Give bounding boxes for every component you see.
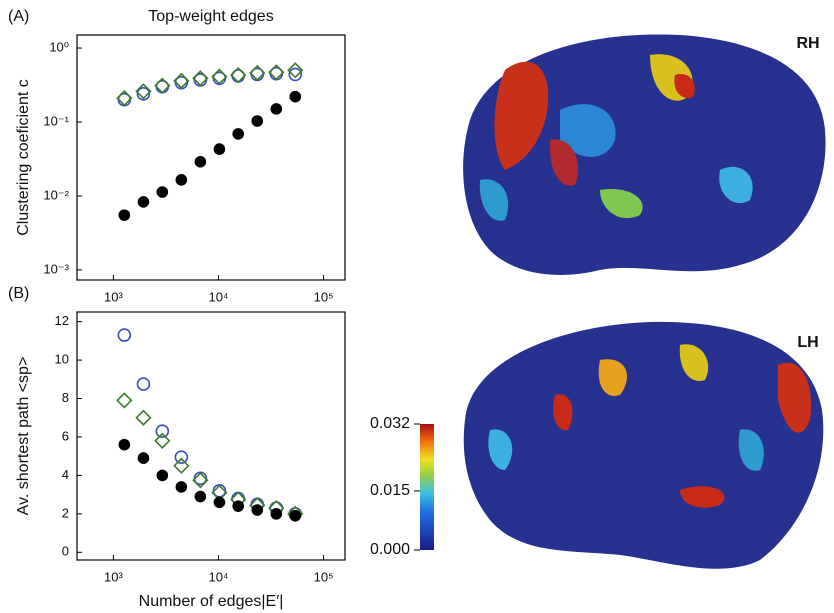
y-tick-label: 10⁻² bbox=[43, 187, 69, 202]
circle-marker bbox=[137, 196, 150, 208]
y-tick-label: 10⁻³ bbox=[43, 261, 69, 276]
circle-marker bbox=[118, 209, 131, 221]
y-tick-label: 6 bbox=[62, 428, 69, 443]
circle-marker bbox=[136, 87, 151, 101]
circle-marker bbox=[194, 490, 207, 503]
x-tick-label: 10³ bbox=[104, 289, 123, 304]
x-tick-label: 10⁴ bbox=[208, 569, 228, 584]
circle-marker bbox=[118, 438, 131, 451]
x-axis-label: Number of edges|E′| bbox=[139, 593, 284, 610]
hemisphere-label: RH bbox=[796, 35, 819, 52]
circle-marker bbox=[137, 452, 150, 464]
circle-marker bbox=[289, 90, 302, 103]
circle-marker bbox=[194, 155, 207, 168]
circle-marker bbox=[288, 67, 303, 82]
y-axis-label: Av. shortest path <sp> bbox=[15, 357, 32, 516]
diamond-marker bbox=[154, 432, 171, 449]
diamond-marker bbox=[173, 457, 190, 474]
y-tick-label: 10⁰ bbox=[49, 39, 69, 54]
x-tick-label: 10⁴ bbox=[208, 289, 228, 304]
colorbar-tick-label: 0.000 bbox=[370, 541, 410, 558]
diamond-marker bbox=[192, 70, 209, 87]
diamond-marker bbox=[116, 90, 133, 107]
colorbar-tick-label: 0.015 bbox=[370, 482, 410, 499]
circle-marker bbox=[289, 509, 302, 522]
circle-marker bbox=[156, 469, 169, 482]
circle-marker bbox=[232, 500, 244, 512]
circle-marker bbox=[175, 481, 188, 493]
y-axis-label: Clustering coeficient c bbox=[15, 79, 32, 236]
y-tick-label: 0 bbox=[62, 544, 69, 559]
brain-lh bbox=[463, 321, 824, 569]
diamond-marker bbox=[287, 62, 304, 79]
panel-label: (A) bbox=[8, 8, 29, 25]
y-tick-label: 2 bbox=[62, 505, 69, 520]
circle-marker bbox=[174, 450, 189, 464]
diamond-marker bbox=[192, 472, 209, 489]
circle-marker bbox=[251, 504, 264, 516]
y-tick-label: 10 bbox=[55, 351, 69, 366]
circle-marker bbox=[175, 174, 188, 186]
circle-marker bbox=[270, 508, 283, 520]
circle-marker bbox=[213, 496, 226, 509]
circle-marker bbox=[136, 377, 151, 391]
x-tick-label: 10³ bbox=[104, 569, 123, 584]
y-tick-label: 10⁻¹ bbox=[43, 113, 69, 128]
diamond-marker bbox=[135, 83, 152, 100]
y-tick-label: 8 bbox=[62, 390, 69, 405]
x-tick-label: 10⁵ bbox=[314, 569, 334, 584]
chart-title: Top-weight edges bbox=[148, 8, 273, 25]
panel-label: (B) bbox=[8, 285, 29, 302]
circle-marker bbox=[155, 424, 170, 438]
plot-frame bbox=[76, 34, 346, 281]
y-tick-label: 12 bbox=[55, 313, 69, 328]
circle-marker bbox=[156, 186, 169, 198]
circle-marker bbox=[232, 128, 244, 140]
circle-marker bbox=[251, 115, 264, 127]
circle-marker bbox=[213, 143, 226, 155]
colorbar bbox=[420, 424, 434, 550]
diamond-marker bbox=[173, 72, 190, 89]
brain-rh bbox=[463, 34, 826, 275]
y-tick-label: 4 bbox=[62, 467, 69, 482]
diamond-marker bbox=[154, 77, 171, 94]
x-tick-label: 10⁵ bbox=[314, 289, 334, 304]
plot-frame bbox=[76, 311, 346, 561]
diamond-marker bbox=[211, 68, 228, 85]
diamond-marker bbox=[230, 66, 247, 84]
diamond-marker bbox=[116, 392, 133, 409]
colorbar-tick-label: 0.032 bbox=[370, 415, 410, 432]
diamond-marker bbox=[135, 409, 152, 426]
diamond-marker bbox=[268, 64, 285, 81]
circle-marker bbox=[270, 103, 283, 115]
circle-marker bbox=[117, 328, 132, 342]
hemisphere-label: LH bbox=[797, 334, 818, 351]
diamond-marker bbox=[249, 64, 266, 82]
